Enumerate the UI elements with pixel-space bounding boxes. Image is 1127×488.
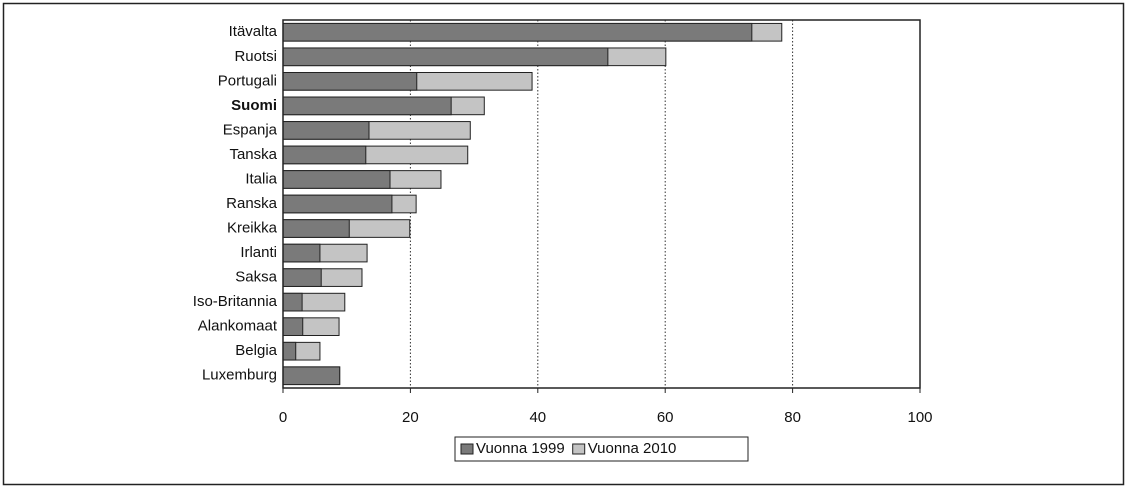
bar bbox=[282, 96, 452, 116]
y-tick-label: Luxemburg bbox=[202, 367, 277, 384]
y-tick-label: Espanja bbox=[223, 121, 278, 138]
legend-swatch bbox=[572, 443, 586, 455]
y-tick-label: Kreikka bbox=[227, 220, 278, 237]
y-tick-label: Ranska bbox=[226, 195, 278, 212]
bar bbox=[282, 170, 391, 189]
x-tick-label: 80 bbox=[784, 409, 801, 426]
y-tick-label: Saksa bbox=[235, 269, 277, 286]
bar bbox=[282, 219, 350, 238]
y-tick-label: Iso-Britannia bbox=[193, 293, 278, 310]
bar bbox=[282, 194, 393, 214]
bar bbox=[282, 341, 297, 361]
legend-box bbox=[454, 436, 749, 462]
bar bbox=[282, 72, 418, 91]
bar bbox=[282, 121, 370, 140]
bar bbox=[282, 22, 753, 42]
x-tick-label: 40 bbox=[529, 409, 546, 426]
y-tick-label: Portugali bbox=[218, 72, 277, 89]
y-tick-label: Suomi bbox=[231, 97, 277, 114]
bar bbox=[282, 243, 321, 263]
y-tick-label: Tanska bbox=[229, 146, 277, 163]
y-tick-label: Belgia bbox=[235, 342, 277, 359]
legend-label: Vuonna 1999 bbox=[476, 440, 565, 457]
legend-swatch bbox=[460, 443, 474, 455]
bar bbox=[282, 317, 304, 336]
y-tick-label: Irlanti bbox=[240, 244, 277, 261]
y-tick-label: Ruotsi bbox=[234, 48, 277, 65]
y-tick-label: Alankomaat bbox=[198, 318, 278, 335]
plot-border bbox=[282, 19, 921, 389]
x-tick-label: 100 bbox=[907, 409, 932, 426]
bar bbox=[282, 268, 322, 287]
x-tick-label: 0 bbox=[279, 409, 287, 426]
y-tick-label: Itävalta bbox=[229, 23, 278, 40]
x-tick-label: 20 bbox=[402, 409, 419, 426]
bar bbox=[282, 366, 341, 386]
legend-label: Vuonna 2010 bbox=[588, 440, 677, 457]
x-tick-label: 60 bbox=[657, 409, 674, 426]
bar bbox=[282, 292, 303, 312]
y-tick-label: Italia bbox=[245, 170, 277, 187]
bar bbox=[282, 145, 367, 165]
bar bbox=[282, 47, 609, 67]
